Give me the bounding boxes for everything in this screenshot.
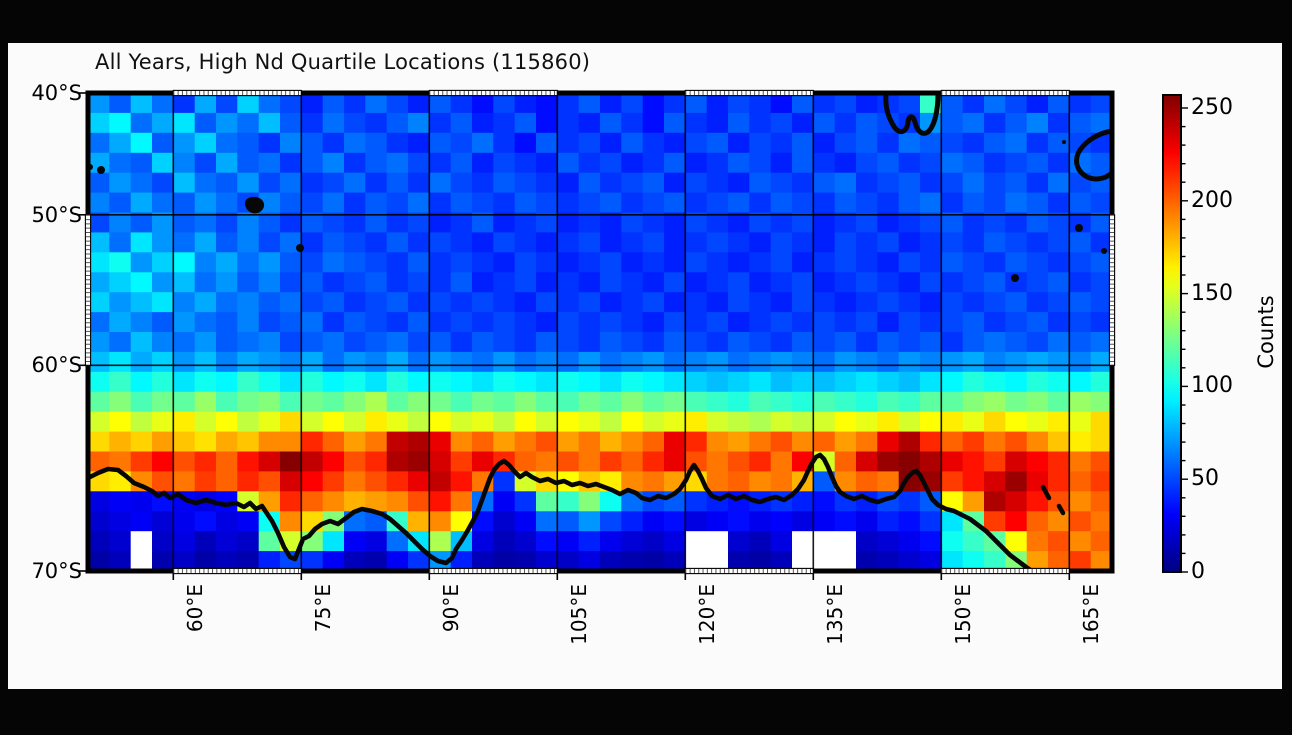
landmass-outlines bbox=[883, 91, 1115, 182]
chart-title: All Years, High Nd Quartile Locations (1… bbox=[95, 50, 591, 74]
colorbar-tick-label: 50 bbox=[1191, 466, 1219, 491]
y-tick-label: 70°S bbox=[31, 559, 82, 583]
x-tick-label: 105°E bbox=[567, 584, 591, 645]
x-tick-label: 120°E bbox=[695, 584, 719, 645]
y-tick-label: 50°S bbox=[31, 203, 82, 227]
colorbar-tick-label: 200 bbox=[1191, 188, 1233, 213]
colorbar-axis-title: Counts bbox=[1254, 295, 1278, 369]
island-markers bbox=[87, 140, 1107, 282]
colorbar-tick-label: 250 bbox=[1191, 95, 1233, 120]
y-tick-label: 60°S bbox=[31, 353, 82, 377]
x-tick-label: 135°E bbox=[823, 584, 847, 645]
antarctica-coastline bbox=[85, 452, 1035, 574]
colorbar-tick-label: 0 bbox=[1191, 559, 1205, 584]
colorbar-tick-label: 100 bbox=[1191, 373, 1233, 398]
x-tick-label: 75°E bbox=[311, 584, 335, 633]
x-tick-label: 165°E bbox=[1079, 584, 1103, 645]
y-tick-label: 40°S bbox=[31, 81, 82, 105]
colorbar-gradient bbox=[1162, 94, 1182, 573]
x-tick-label: 60°E bbox=[183, 584, 207, 633]
x-tick-label: 90°E bbox=[439, 584, 463, 633]
x-tick-label: 150°E bbox=[951, 584, 975, 645]
colorbar-tick-label: 150 bbox=[1191, 281, 1233, 306]
